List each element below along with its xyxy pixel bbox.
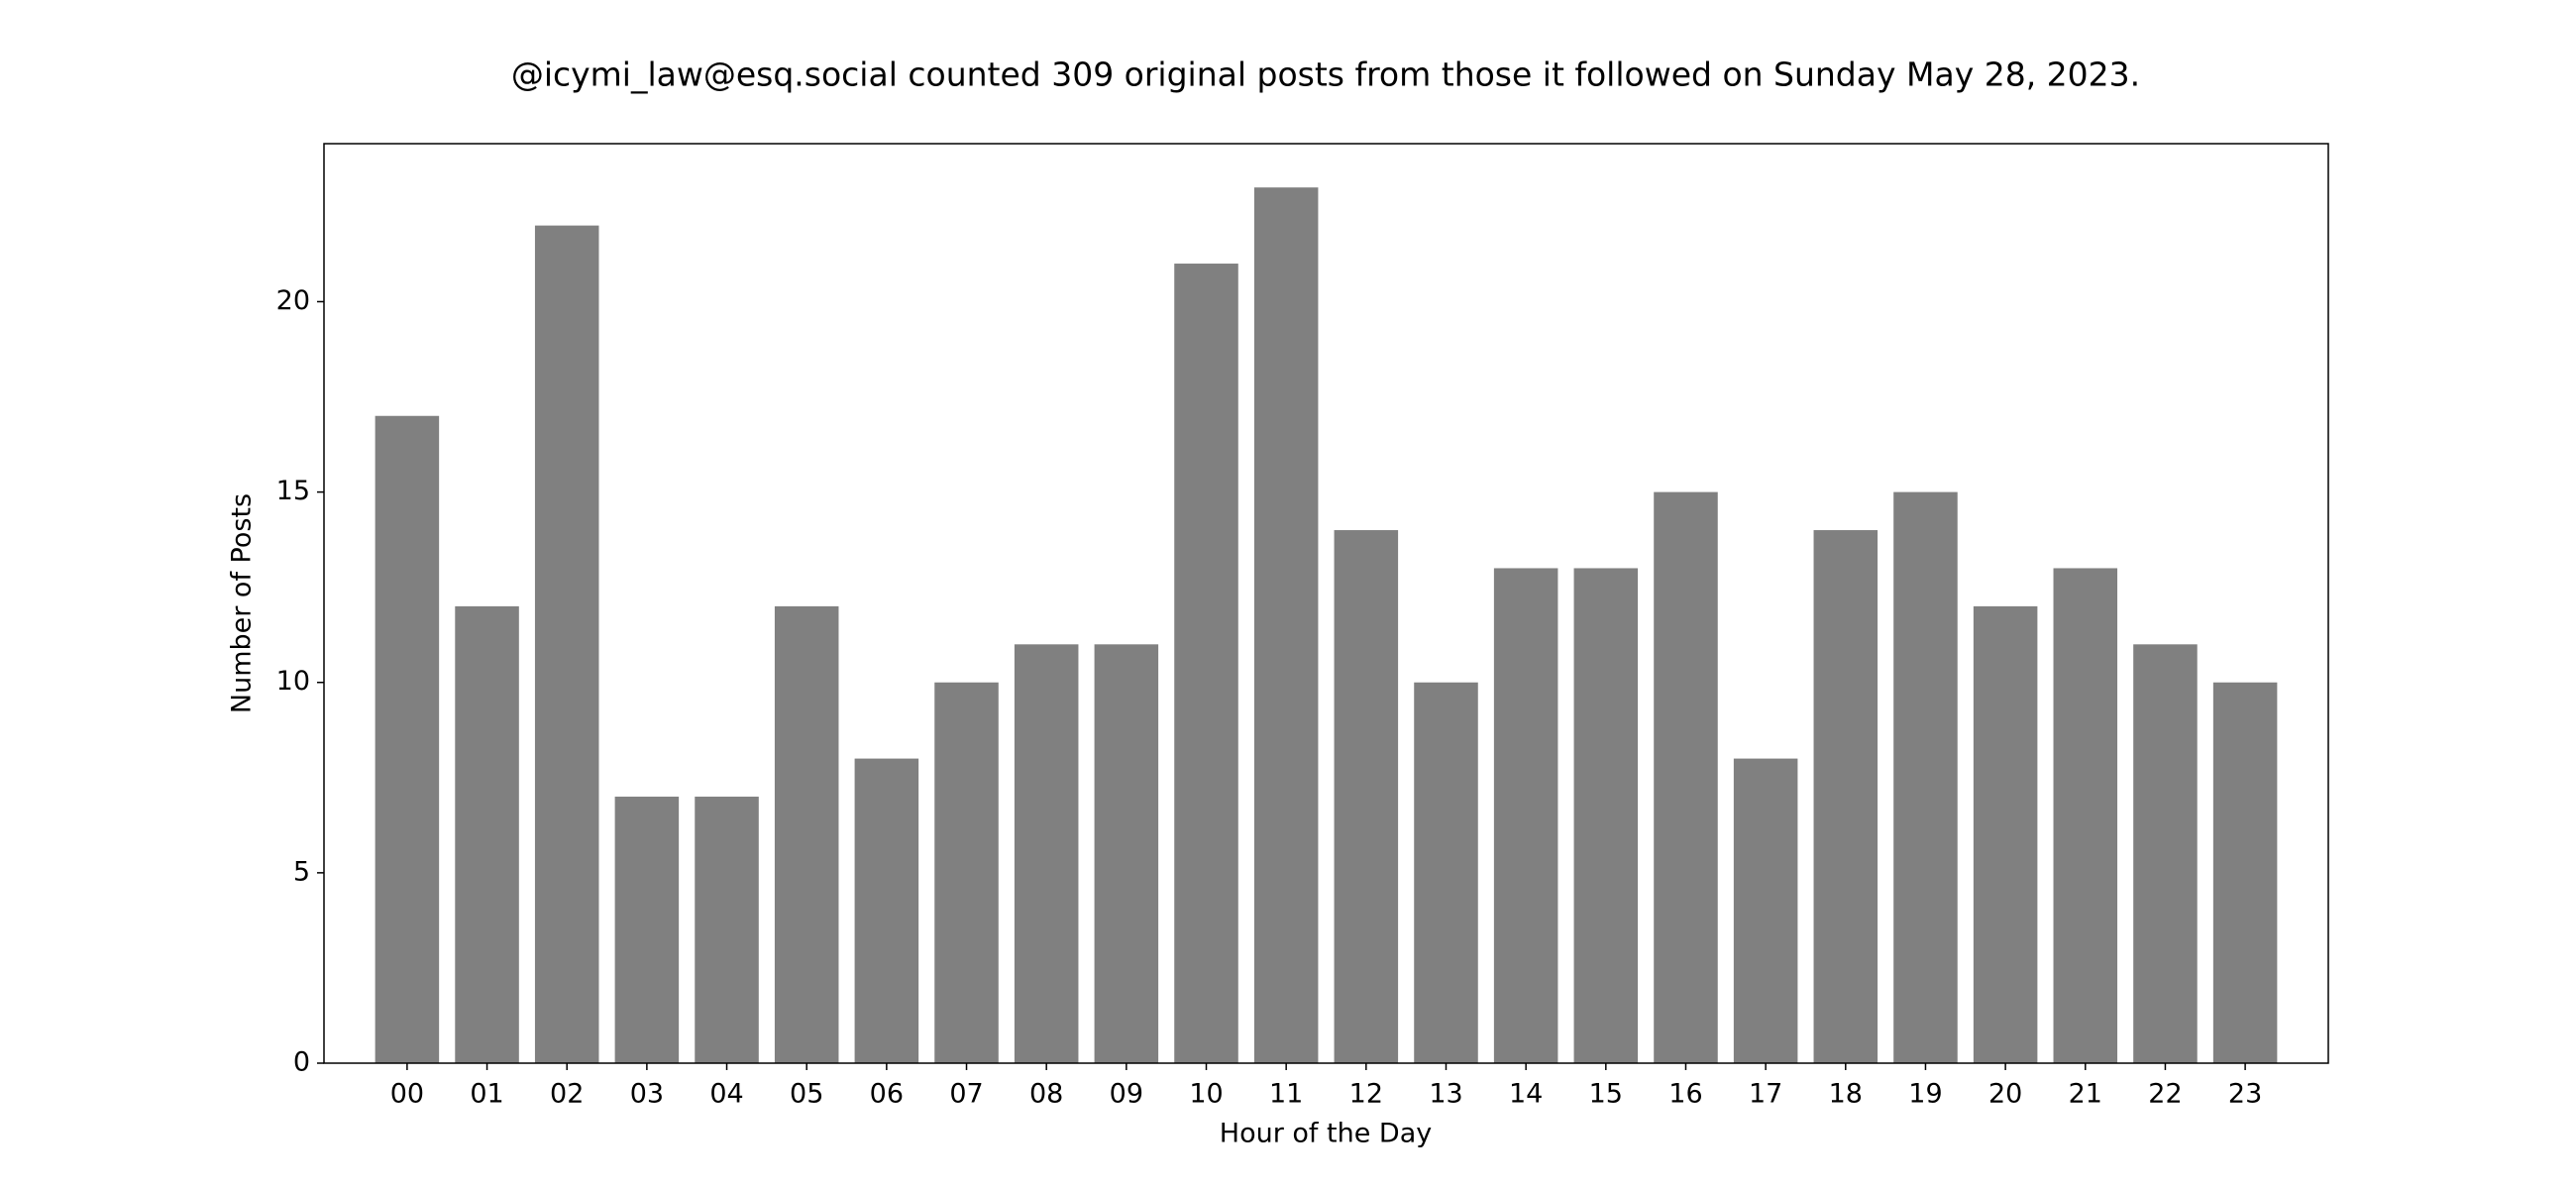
x-tick-label: 03 (630, 1079, 664, 1110)
x-tick-label: 23 (2228, 1079, 2262, 1110)
x-tick-label: 08 (1029, 1079, 1063, 1110)
bar (1493, 568, 1558, 1063)
x-tick-label: 00 (390, 1079, 424, 1110)
x-tick-label: 17 (1749, 1079, 1782, 1110)
bar (1014, 644, 1079, 1063)
x-tick-label: 01 (470, 1079, 503, 1110)
bar (1733, 758, 1798, 1063)
bar (614, 797, 680, 1063)
bar (1893, 491, 1958, 1063)
bar (2053, 568, 2118, 1063)
bar (774, 605, 839, 1063)
bar (1973, 605, 2038, 1063)
bar (854, 758, 919, 1063)
bar (1334, 530, 1399, 1063)
x-tick-label: 09 (1110, 1079, 1143, 1110)
bar (1414, 682, 1478, 1063)
bar (375, 415, 440, 1063)
x-tick-label: 16 (1668, 1079, 1702, 1110)
chart-title: @icymi_law@esq.social counted 309 origin… (511, 55, 2140, 94)
bar (1654, 491, 1718, 1063)
bar (2133, 644, 2198, 1063)
x-tick-label: 11 (1269, 1079, 1303, 1110)
x-tick-label: 15 (1589, 1079, 1623, 1110)
x-tick-label: 05 (790, 1079, 823, 1110)
bar (695, 797, 759, 1063)
x-tick-label: 04 (709, 1079, 743, 1110)
bar (534, 225, 599, 1064)
y-tick-label: 0 (293, 1047, 310, 1078)
x-tick-label: 21 (2069, 1079, 2102, 1110)
bar (455, 605, 519, 1063)
x-tick-label: 19 (1908, 1079, 1942, 1110)
x-tick-label: 22 (2148, 1079, 2182, 1110)
y-tick-label: 5 (293, 856, 310, 887)
y-tick-label: 20 (276, 285, 310, 316)
x-axis-label: Hour of the Day (1220, 1119, 1432, 1149)
x-tick-label: 02 (550, 1079, 584, 1110)
x-tick-label: 18 (1829, 1079, 1863, 1110)
x-tick-label: 07 (949, 1079, 983, 1110)
bar (934, 682, 999, 1063)
bar (1813, 530, 1878, 1063)
y-tick-label: 10 (276, 666, 310, 697)
x-tick-label: 12 (1349, 1079, 1383, 1110)
bar (1253, 187, 1319, 1063)
bar (1094, 644, 1159, 1063)
x-tick-label: 14 (1509, 1079, 1543, 1110)
x-tick-label: 20 (1988, 1079, 2022, 1110)
x-tick-label: 13 (1429, 1079, 1462, 1110)
y-tick-label: 15 (276, 476, 310, 506)
bar (1573, 568, 1639, 1063)
bar (2212, 682, 2278, 1063)
x-tick-label: 06 (870, 1079, 904, 1110)
x-tick-label: 10 (1189, 1079, 1223, 1110)
y-axis-label: Number of Posts (227, 493, 258, 713)
bar (1174, 264, 1238, 1064)
plot-frame (323, 143, 2329, 1064)
